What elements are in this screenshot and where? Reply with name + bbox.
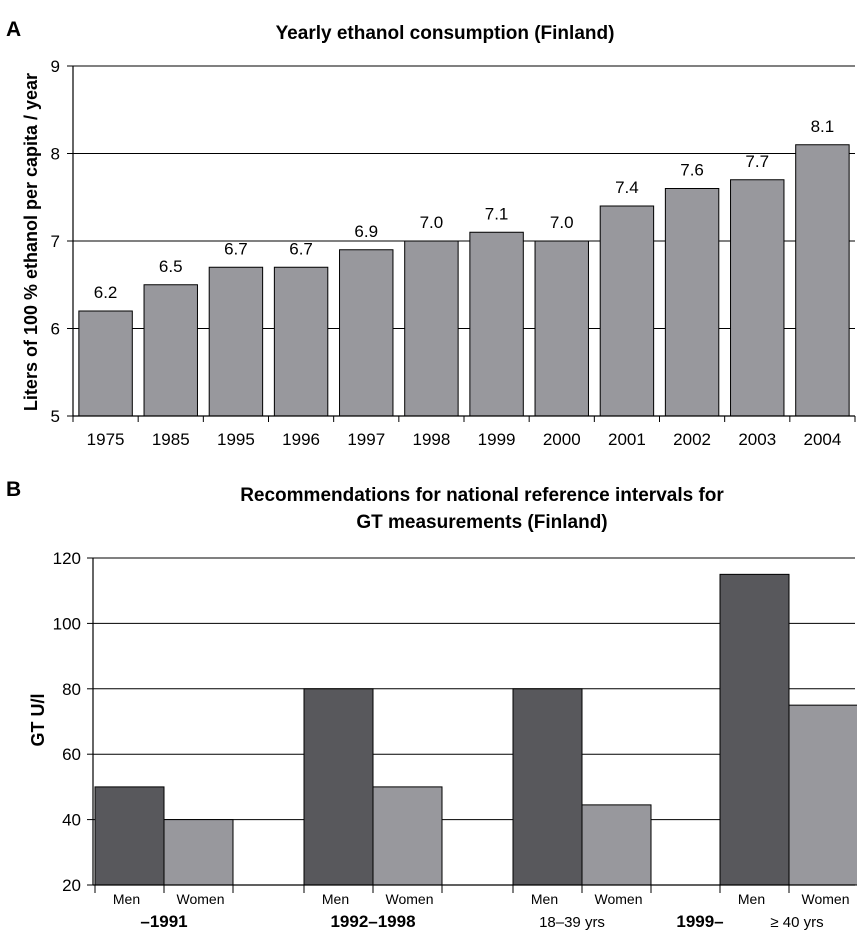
group-label-b: 1992–1998 — [330, 912, 415, 931]
bar-b-women — [582, 805, 651, 885]
chart-b-title-line-1: Recommendations for national reference i… — [240, 485, 724, 506]
category-label-b: Women — [177, 891, 225, 907]
data-label-a: 7.4 — [615, 178, 639, 197]
category-label-b: Men — [113, 891, 140, 907]
xtick-label-a: 2004 — [804, 430, 842, 449]
bar-b-men — [304, 689, 373, 885]
bar-a — [600, 206, 653, 416]
ytick-label-a: 8 — [51, 145, 60, 164]
xtick-label-a: 1998 — [413, 430, 451, 449]
category-label-b: Men — [322, 891, 349, 907]
category-label-b: Women — [386, 891, 434, 907]
data-label-a: 6.7 — [289, 239, 313, 258]
xtick-label-a: 1975 — [87, 430, 125, 449]
ytick-label-a: 6 — [51, 320, 60, 339]
chart-b-ylabel: GT U/l — [28, 694, 48, 747]
data-label-a: 6.2 — [94, 283, 118, 302]
data-label-a: 7.0 — [550, 213, 574, 232]
ytick-label-a: 7 — [51, 232, 60, 251]
period-label-b: 1999– — [676, 912, 723, 931]
xtick-label-a: 1997 — [347, 430, 385, 449]
category-label-b: Men — [738, 891, 765, 907]
bar-a — [209, 267, 262, 416]
chart-a: 5 6 7 8 9 6.2 1975 6.5 1985 6.7 1995 6.7 1996 6.9 1997… — [51, 57, 855, 449]
bar-b-women — [164, 820, 233, 885]
xtick-label-a: 1995 — [217, 430, 255, 449]
category-label-b: Women — [595, 891, 643, 907]
ytick-label-b: 80 — [62, 680, 81, 699]
ytick-label-b: 100 — [53, 614, 81, 633]
data-label-a: 6.7 — [224, 239, 248, 258]
data-label-a: 8.1 — [811, 117, 835, 136]
bar-a — [731, 180, 784, 416]
chart-b-title-line-2: GT measurements (Finland) — [356, 512, 607, 533]
bar-a — [340, 250, 393, 416]
data-label-a: 6.9 — [354, 222, 378, 241]
panel-b-letter: B — [6, 478, 21, 501]
bar-a — [79, 311, 132, 416]
data-label-a: 7.7 — [745, 152, 769, 171]
xtick-label-a: 2000 — [543, 430, 581, 449]
bar-a — [665, 189, 718, 417]
category-label-b: Men — [531, 891, 558, 907]
xtick-label-a: 1985 — [152, 430, 190, 449]
data-label-a: 7.0 — [420, 213, 444, 232]
bar-b-men — [720, 574, 789, 885]
bar-a — [144, 285, 197, 416]
ytick-label-b: 20 — [62, 876, 81, 895]
group-label-b: ≥ 40 yrs — [770, 914, 823, 931]
ytick-label-b: 120 — [53, 549, 81, 568]
ytick-label-b: 40 — [62, 811, 81, 830]
ytick-label-a: 5 — [51, 407, 60, 426]
data-label-a: 6.5 — [159, 257, 183, 276]
bar-a — [470, 232, 523, 416]
group-label-b: –1991 — [140, 912, 187, 931]
xtick-label-a: 1996 — [282, 430, 320, 449]
chart-a-title: Yearly ethanol consumption (Finland) — [276, 23, 615, 44]
xtick-label-a: 1999 — [478, 430, 516, 449]
xtick-label-a: 2003 — [738, 430, 776, 449]
bar-a — [274, 267, 327, 416]
category-label-b: Women — [802, 891, 850, 907]
bar-b-men — [95, 787, 164, 885]
data-label-a: 7.6 — [680, 161, 704, 180]
panel-a-letter: A — [6, 18, 21, 41]
xtick-label-a: 2002 — [673, 430, 711, 449]
bar-b-men — [513, 689, 582, 885]
bar-b-women — [789, 705, 857, 885]
chart-a-ylabel: Liters of 100 % ethanol per capita / yea… — [21, 73, 41, 411]
bar-a — [405, 241, 458, 416]
bar-a — [796, 145, 849, 416]
ytick-label-b: 60 — [62, 745, 81, 764]
ytick-label-a: 9 — [51, 57, 60, 76]
group-label-b: 18–39 yrs — [539, 914, 605, 931]
xtick-label-a: 2001 — [608, 430, 646, 449]
bar-b-women — [373, 787, 442, 885]
bar-a — [535, 241, 588, 416]
data-label-a: 7.1 — [485, 204, 509, 223]
